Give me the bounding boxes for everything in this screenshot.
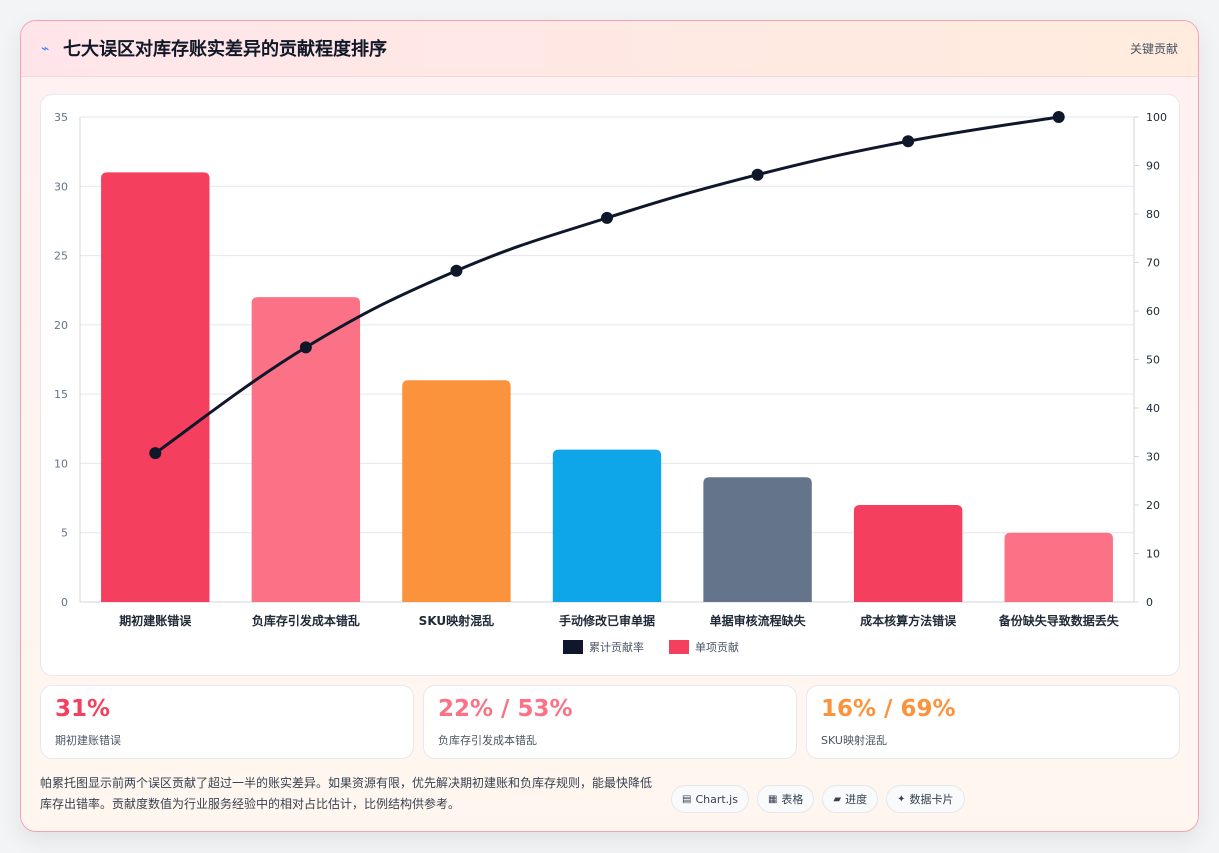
tag-label: 进度 — [845, 793, 868, 806]
cumulative-point — [1052, 111, 1065, 123]
tag-label: 表格 — [781, 793, 804, 806]
y-left-tick-label: 20 — [54, 319, 68, 332]
tag-list: ▤ Chart.js ▦ 表格 ▰ 进度 ✦ 数据卡片 — [671, 785, 965, 813]
card-header: ⌁ 七大误区对库存账实差异的贡献程度排序 关键贡献 — [21, 21, 1198, 77]
y-right-tick-label: 0 — [1146, 596, 1153, 609]
stat-value: 22% / 53% — [438, 696, 573, 722]
stat-value: 16% / 69% — [821, 696, 956, 722]
cumulative-point — [299, 341, 312, 354]
x-tick-label: 成本核算方法错误 — [860, 613, 957, 628]
bar — [101, 172, 210, 602]
tag-label: Chart.js — [695, 792, 738, 806]
y-left-tick-label: 25 — [54, 250, 68, 263]
stat-card-2: 22% / 53% 负库存引发成本错乱 — [423, 685, 797, 759]
y-right-tick-label: 90 — [1146, 160, 1160, 173]
y-right-tick-label: 30 — [1146, 451, 1160, 464]
stat-value: 31% — [55, 696, 111, 722]
tag-chartjs[interactable]: ▤ Chart.js — [671, 785, 749, 813]
tag-label: 数据卡片 — [909, 793, 954, 806]
y-right-tick-label: 70 — [1146, 257, 1160, 270]
card-title: 七大误区对库存账实差异的贡献程度排序 — [63, 39, 387, 60]
tag-table[interactable]: ▦ 表格 — [756, 785, 815, 813]
bar — [853, 505, 963, 602]
y-right-tick-label: 60 — [1146, 305, 1160, 318]
y-right-tick-label: 80 — [1146, 208, 1160, 221]
y-right-tick-label: 50 — [1146, 354, 1160, 367]
pareto-chart: 0 5 10 15 20 25 30 35 0 10 20 30 40 50 60 70 80 90 100 期初建账… — [54, 111, 1167, 654]
chart-card: ⌁ 七大误区对库存账实差异的贡献程度排序 关键贡献 0 5 10 15 20 25 30 35… — [20, 20, 1199, 832]
y-right-tick-label: 10 — [1146, 548, 1160, 561]
header-tag: 关键贡献 — [1129, 42, 1178, 56]
cumulative-point — [902, 135, 915, 148]
bar — [552, 449, 662, 602]
chart-line-icon: ⌁ — [41, 41, 50, 57]
cumulative-point — [751, 168, 764, 181]
chart-panel: 0 5 10 15 20 25 30 35 0 10 20 30 40 50 60 70 80 90 100 期初建账… — [40, 94, 1180, 676]
x-tick-label: 期初建账错误 — [119, 613, 192, 628]
card-icon: ✦ — [897, 793, 906, 805]
chart-icon: ▤ — [682, 793, 692, 805]
cumulative-point — [149, 447, 162, 460]
tag-data-card[interactable]: ✦ 数据卡片 — [886, 785, 965, 813]
y-left-tick-label: 0 — [61, 596, 68, 609]
stat-card-1: 31% 期初建账错误 — [40, 685, 414, 759]
x-tick-label: SKU映射混乱 — [419, 613, 494, 628]
progress-icon: ▰ — [833, 793, 842, 805]
x-tick-label: 单据审核流程缺失 — [710, 613, 807, 628]
stat-label: 负库存引发成本错乱 — [438, 734, 537, 747]
legend-label: 累计贡献率 — [589, 640, 644, 654]
y-left-tick-label: 30 — [54, 180, 68, 193]
stat-card-3: 16% / 69% SKU映射混乱 — [806, 685, 1180, 759]
y-left-tick-label: 15 — [54, 388, 68, 401]
stat-label: 期初建账错误 — [55, 734, 121, 747]
legend-swatch — [669, 640, 689, 654]
y-left-tick-label: 35 — [54, 111, 68, 124]
legend-swatch — [563, 640, 583, 654]
bar — [251, 297, 361, 602]
cumulative-point — [601, 211, 613, 224]
legend-label: 单项贡献 — [695, 640, 739, 654]
stat-label: SKU映射混乱 — [821, 734, 887, 747]
x-tick-label: 手动修改已审单据 — [559, 613, 655, 628]
x-tick-label: 负库存引发成本错乱 — [252, 613, 360, 628]
table-icon: ▦ — [767, 793, 778, 805]
bar — [402, 380, 511, 602]
y-right-tick-label: 40 — [1146, 402, 1160, 415]
y-left-tick-label: 5 — [61, 527, 68, 540]
y-right-tick-label: 20 — [1146, 499, 1160, 512]
cumulative-point — [450, 264, 463, 277]
footnote: 帕累托图显示前两个误区贡献了超过一半的账实差异。如果资源有限，优先解决期初建账和… — [40, 776, 653, 811]
bar — [1004, 532, 1113, 602]
bar — [703, 477, 812, 602]
x-tick-label: 备份缺失导致数据丢失 — [998, 613, 1120, 628]
y-right-tick-label: 100 — [1146, 111, 1167, 124]
y-left-tick-label: 10 — [54, 457, 68, 470]
tag-progress[interactable]: ▰ 进度 — [822, 785, 879, 813]
